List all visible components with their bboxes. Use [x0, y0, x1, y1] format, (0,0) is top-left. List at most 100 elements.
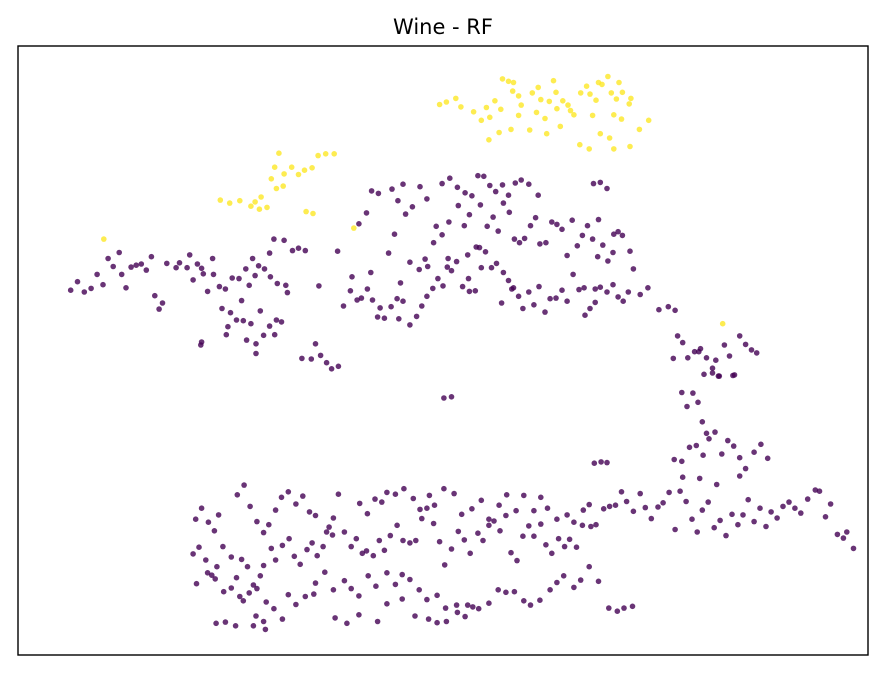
- data-point-purple: [222, 619, 229, 625]
- data-point-purple: [193, 580, 200, 587]
- data-point-purple: [250, 623, 257, 629]
- data-point-purple: [341, 529, 348, 535]
- data-point-purple: [503, 512, 509, 519]
- data-point-purple: [611, 231, 617, 237]
- data-point-purple: [433, 223, 440, 230]
- data-point-purple: [495, 228, 502, 234]
- data-point-purple: [679, 458, 685, 465]
- data-point-purple: [447, 175, 453, 181]
- data-point-purple: [589, 236, 596, 242]
- data-point-purple: [173, 264, 179, 271]
- data-point-yellow: [470, 109, 477, 115]
- data-point-purple: [476, 244, 483, 251]
- data-point-purple: [260, 618, 267, 625]
- data-point-purple: [531, 302, 537, 308]
- data-point-purple: [302, 247, 309, 254]
- data-point-yellow: [264, 204, 270, 211]
- data-point-purple: [316, 283, 322, 289]
- data-point-purple: [655, 504, 661, 510]
- data-point-purple: [407, 540, 413, 546]
- data-point-purple: [500, 200, 507, 206]
- data-point-yellow: [295, 171, 302, 178]
- data-point-purple: [215, 512, 222, 518]
- data-point-yellow: [593, 97, 599, 103]
- data-point-purple: [564, 298, 570, 305]
- data-point-purple: [312, 512, 319, 519]
- data-point-purple: [579, 232, 586, 239]
- data-point-yellow: [587, 91, 593, 97]
- data-point-purple: [118, 271, 125, 278]
- data-point-purple: [451, 490, 457, 497]
- data-point-purple: [374, 618, 381, 625]
- data-point-purple: [674, 333, 681, 339]
- data-point-purple: [472, 288, 479, 294]
- data-point-purple: [116, 249, 122, 256]
- data-point-purple: [573, 544, 580, 550]
- data-point-purple: [248, 320, 254, 327]
- data-point-purple: [605, 258, 611, 264]
- data-point-purple: [266, 521, 272, 528]
- data-point-purple: [240, 317, 247, 324]
- data-point-purple: [671, 456, 677, 463]
- data-point-purple: [840, 535, 847, 541]
- data-point-purple: [804, 496, 811, 502]
- data-point-yellow: [483, 104, 490, 111]
- data-point-purple: [278, 319, 285, 325]
- data-point-purple: [554, 579, 560, 586]
- data-point-purple: [660, 500, 666, 506]
- data-point-purple: [271, 331, 278, 338]
- data-point-purple: [679, 389, 685, 396]
- data-point-purple: [289, 247, 296, 254]
- data-point-purple: [705, 499, 711, 505]
- data-point-purple: [637, 291, 643, 298]
- data-point-yellow: [237, 197, 243, 204]
- data-point-purple: [717, 517, 723, 524]
- data-point-purple: [285, 489, 292, 495]
- data-point-purple: [590, 180, 597, 187]
- data-point-purple: [74, 278, 81, 285]
- data-point-purple: [377, 305, 383, 311]
- data-point-purple: [410, 495, 417, 502]
- data-point-purple: [241, 482, 247, 488]
- data-point-purple: [246, 590, 252, 596]
- data-point-yellow: [256, 206, 263, 212]
- data-point-purple: [600, 506, 607, 512]
- data-point-purple: [461, 537, 468, 543]
- data-point-purple: [511, 236, 518, 242]
- data-point-purple: [359, 550, 366, 557]
- data-point-purple: [330, 587, 337, 593]
- data-point-purple: [516, 239, 523, 246]
- data-point-purple: [461, 222, 468, 229]
- data-point-purple: [614, 608, 621, 614]
- data-point-purple: [478, 264, 485, 271]
- data-point-purple: [332, 615, 338, 621]
- data-point-purple: [240, 598, 247, 604]
- data-point-purple: [409, 204, 416, 210]
- data-point-purple: [364, 286, 371, 292]
- data-point-purple: [358, 295, 365, 301]
- data-point-purple: [685, 355, 691, 361]
- data-point-purple: [311, 591, 317, 597]
- data-point-yellow: [515, 93, 522, 99]
- data-point-purple: [196, 544, 202, 550]
- data-point-purple: [419, 303, 425, 309]
- data-point-purple: [480, 537, 486, 544]
- data-point-purple: [364, 510, 371, 517]
- data-point-purple: [520, 533, 526, 539]
- data-point-purple: [526, 523, 532, 529]
- data-point-yellow: [498, 106, 504, 113]
- data-point-purple: [713, 357, 719, 364]
- data-point-yellow: [499, 76, 506, 82]
- data-point-purple: [520, 305, 526, 312]
- data-point-purple: [620, 298, 626, 305]
- data-point-purple: [566, 536, 573, 543]
- data-point-purple: [391, 231, 398, 237]
- data-point-purple: [448, 394, 455, 400]
- data-point-purple: [547, 587, 553, 593]
- data-point-purple: [431, 502, 438, 509]
- data-point-purple: [320, 543, 326, 550]
- data-point-purple: [203, 557, 209, 563]
- data-point-purple: [209, 572, 215, 578]
- data-point-purple: [216, 283, 223, 290]
- data-point-purple: [271, 605, 277, 612]
